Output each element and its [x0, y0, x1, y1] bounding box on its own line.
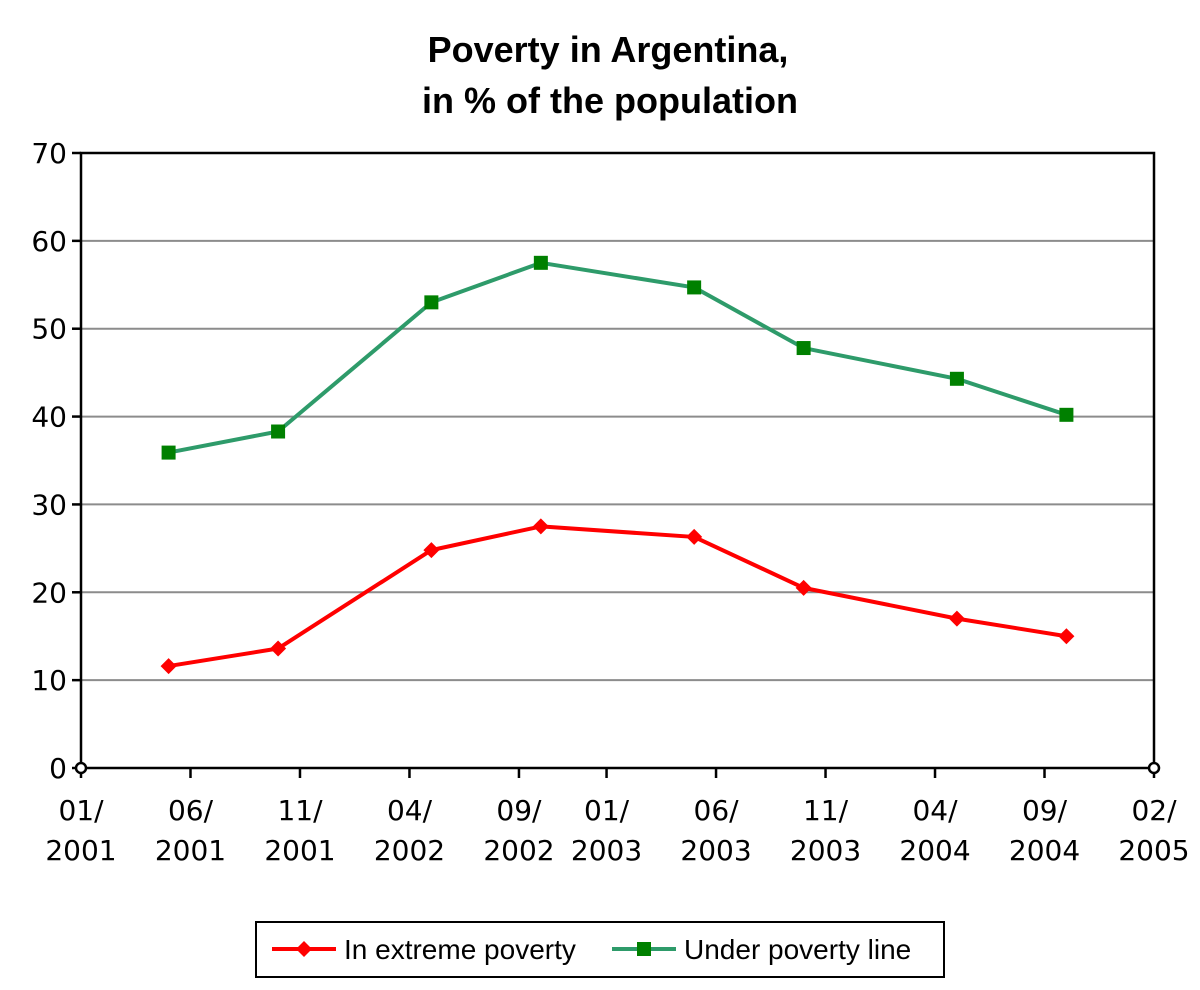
x-tick-label-month: 02/	[1131, 794, 1177, 827]
x-tick-label-year: 2004	[899, 834, 970, 867]
data-point	[687, 280, 702, 295]
x-tick-label-year: 2002	[374, 834, 445, 867]
x-tick-label-month: 11/	[803, 794, 849, 827]
x-tick-label-month: 01/	[58, 794, 104, 827]
data-point	[686, 528, 703, 545]
axis-corner-marker	[1147, 761, 1161, 775]
x-axis: 01/2001 06/2001 11/2001 04/2002 09/2002 01/20…	[45, 761, 1190, 867]
legend-marker-under	[637, 942, 651, 956]
data-point	[424, 295, 439, 310]
x-tick-label-month: 01/	[584, 794, 630, 827]
data-point	[533, 255, 548, 270]
legend-label-extreme: In extreme poverty	[344, 934, 576, 965]
chart-subtitle: in % of the population	[422, 80, 798, 121]
x-tick-label-month: 09/	[1022, 794, 1068, 827]
legend-box	[255, 921, 945, 978]
x-tick-label-year: 2003	[571, 834, 642, 867]
x-tick-label-month: 11/	[277, 794, 323, 827]
axis-corner-marker	[74, 761, 88, 775]
y-tick-label: 10	[31, 664, 67, 697]
y-tick-label: 0	[49, 752, 67, 785]
legend: In extreme poverty Under poverty line	[255, 921, 945, 978]
data-point	[271, 424, 286, 439]
y-tick-label: 30	[31, 488, 67, 521]
data-point	[795, 579, 812, 596]
x-tick-label-month: 04/	[912, 794, 958, 827]
y-tick-label: 20	[31, 576, 67, 609]
data-point	[423, 542, 440, 559]
series-line-0	[168, 524, 1067, 669]
series-line-1	[168, 260, 1068, 455]
y-axis: 0 10 20 30 40 50 60 70	[31, 137, 81, 785]
legend-label-under: Under poverty line	[684, 934, 911, 965]
x-tick-label-month: 09/	[496, 794, 542, 827]
data-point	[1059, 407, 1074, 422]
data-point	[949, 371, 964, 386]
series-group	[160, 255, 1075, 675]
data-point	[161, 445, 176, 460]
data-point	[948, 610, 965, 627]
data-point	[270, 640, 287, 657]
x-tick-label-year: 2001	[45, 834, 116, 867]
plot-area-border	[79, 151, 1156, 770]
x-tick-label-year: 2001	[155, 834, 226, 867]
y-tick-label: 70	[31, 137, 67, 170]
legend-marker-extreme	[296, 941, 312, 957]
x-tick-label-year: 2003	[680, 834, 751, 867]
x-tick-label-year: 2004	[1009, 834, 1080, 867]
data-point	[1058, 628, 1075, 645]
data-point	[160, 658, 177, 675]
x-tick-label-year: 2001	[264, 834, 335, 867]
y-tick-label: 50	[31, 313, 67, 346]
x-tick-label-year: 2002	[483, 834, 554, 867]
chart-title: Poverty in Argentina,	[428, 29, 789, 70]
gridlines	[81, 239, 1154, 682]
x-tick-label-month: 06/	[694, 794, 740, 827]
y-tick-label: 60	[31, 225, 67, 258]
x-tick-label-month: 04/	[387, 794, 433, 827]
y-tick-label: 40	[31, 401, 67, 434]
data-point	[796, 341, 811, 356]
x-tick-label-year: 2005	[1118, 834, 1189, 867]
data-point	[532, 518, 549, 535]
x-tick-label-year: 2003	[790, 834, 861, 867]
x-tick-label-month: 06/	[168, 794, 214, 827]
